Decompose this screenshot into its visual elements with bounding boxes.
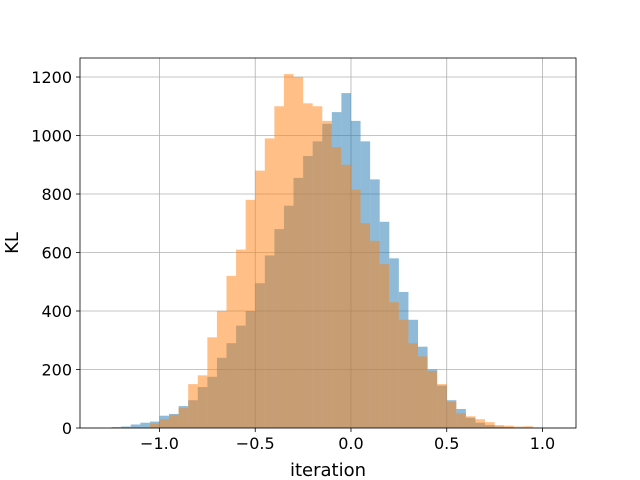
axes-frame [79,57,577,429]
histogram-bar [188,384,198,428]
histogram-bar [398,319,409,428]
histogram-bar [494,425,505,428]
histogram-bar [130,424,141,428]
histogram-bar [427,370,438,428]
histogram-bar [303,103,313,428]
histogram-bar [264,138,275,428]
histogram-bar [446,401,457,428]
y-tick-label: 200 [41,361,72,380]
y-axis-label: KL [2,232,23,254]
histogram-bar [216,311,227,428]
histogram-bar [245,199,256,428]
histogram-bar [226,275,237,428]
histogram-bar [283,74,294,428]
histogram-bar [370,240,380,428]
axis-ticks: −1.0 −0.5 0.0 0.5 1.0 0 200 400 600 800 1000 1200 [31,68,555,453]
histogram-bar [207,337,217,428]
histogram-bar [236,249,246,428]
histogram-bar [121,426,131,428]
x-tick-label: 0.5 [434,434,459,453]
histogram-bar [437,384,447,428]
histogram-bar [255,170,265,428]
histogram-bar [408,343,419,428]
y-tick-label: 800 [41,185,72,204]
histogram-bar [341,164,351,428]
histogram-bar [197,375,208,428]
histogram-bar [178,408,189,428]
histogram-bar [504,425,514,428]
series-2-bars [149,74,553,429]
x-tick-label: 0.0 [338,434,363,453]
histogram-bar [456,413,466,428]
y-tick-label: 0 [62,419,72,438]
x-tick-label: 1.0 [530,434,555,453]
y-tick-label: 1200 [31,68,72,87]
histogram-bar [169,414,179,428]
histogram-bar [523,426,533,428]
histogram-bar [379,264,390,428]
histogram-bar [293,77,304,429]
histogram-bar [389,302,399,428]
histogram-bar [331,147,342,429]
x-tick-label: −0.5 [236,434,275,453]
y-tick-label: 1000 [31,127,72,146]
histogram-bar [322,120,332,428]
y-tick-label: 400 [41,302,72,321]
histogram-bar [485,422,495,428]
histogram-bar [159,419,170,428]
histogram-bar [140,422,150,428]
histogram-bar [475,419,486,428]
histogram-bar [360,223,371,428]
histogram-bar [149,423,160,428]
histogram-bar [312,106,323,429]
histogram-bar [465,416,476,428]
histogram-bar [350,189,361,428]
x-axis-label: iteration [290,460,366,480]
histogram-bar [418,356,428,428]
x-tick-label: −1.0 [140,434,179,453]
histogram-bar [274,106,284,429]
histogram-bar [111,427,122,428]
histogram-bars [111,74,553,429]
histogram-bar [513,426,524,428]
y-tick-label: 600 [41,244,72,263]
